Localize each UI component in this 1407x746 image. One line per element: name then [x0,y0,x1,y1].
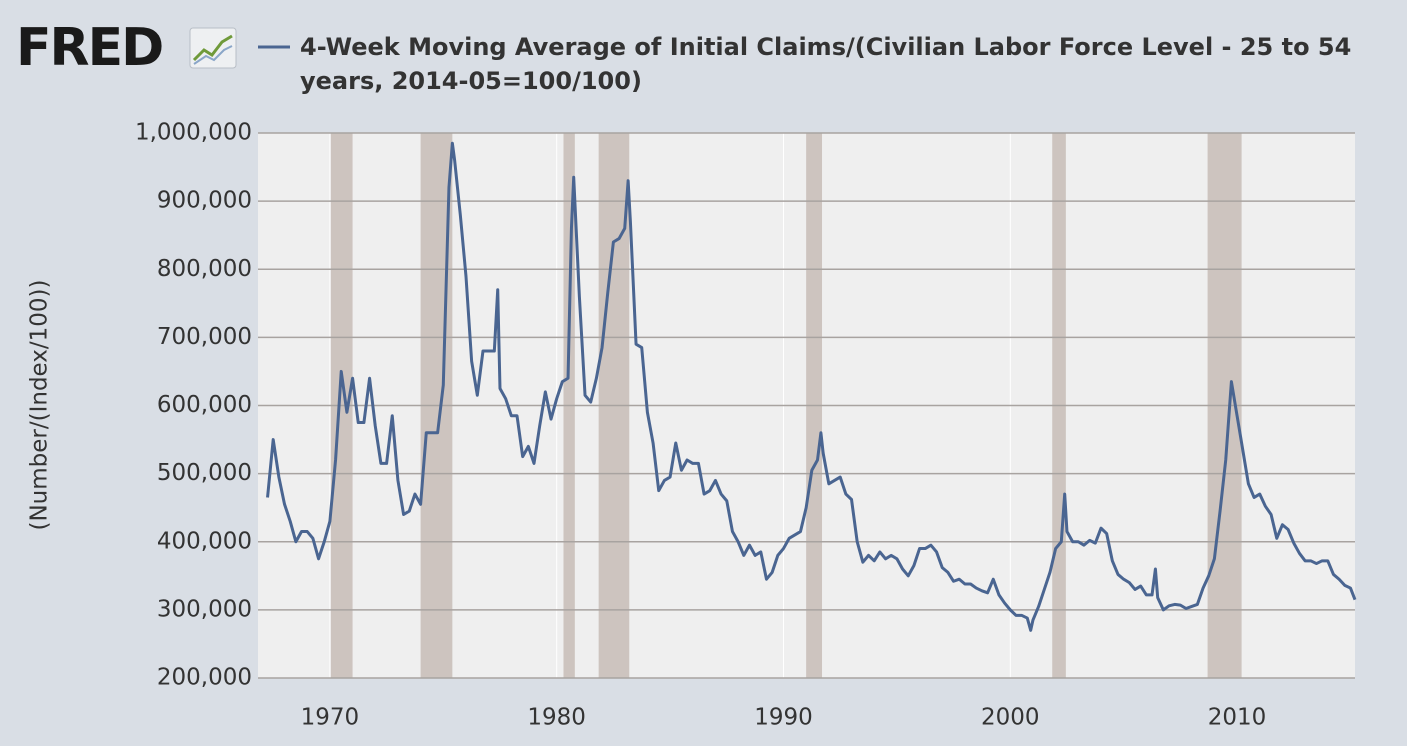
y-axis-label: (Number/(Index/100)) [27,279,53,530]
y-tick-label: 200,000 [157,665,252,691]
x-tick-label: 1990 [754,705,813,731]
x-tick-label: 2000 [981,705,1040,731]
logo-icon [189,27,237,69]
fred-logo: FRED [16,18,164,78]
y-tick-label: 500,000 [157,460,252,486]
x-tick-label: 1970 [301,705,360,731]
y-tick-label: 800,000 [157,256,252,282]
y-tick-label: 1,000,000 [135,120,252,146]
y-tick-label: 900,000 [157,188,252,214]
x-tick-label: 1980 [527,705,586,731]
legend-entry: 4-Week Moving Average of Initial Claims/… [300,33,1352,95]
y-tick-label: 700,000 [157,324,252,350]
y-tick-label: 400,000 [157,528,252,554]
y-tick-label: 600,000 [157,392,252,418]
data-line [266,141,1357,632]
x-tick-label: 2010 [1208,705,1267,731]
y-tick-label: 300,000 [157,596,252,622]
